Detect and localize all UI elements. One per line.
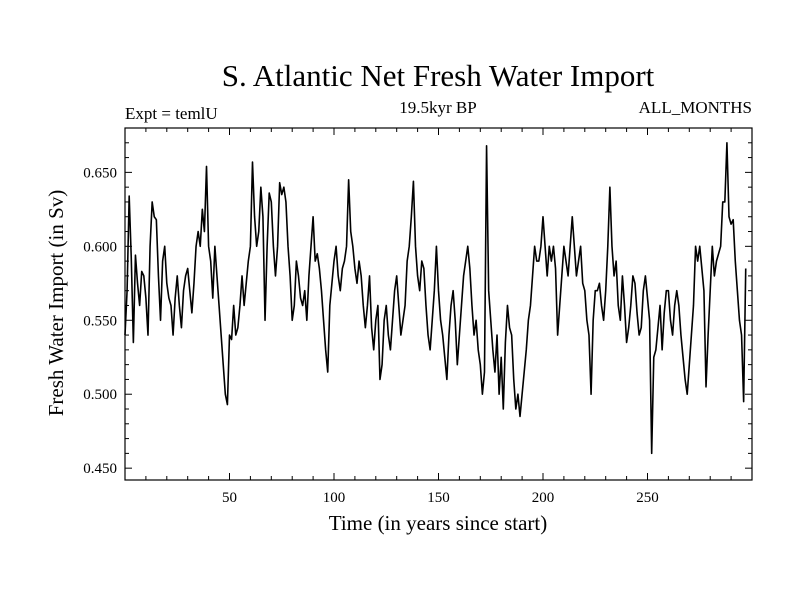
y-tick-label: 0.650 (83, 165, 117, 181)
y-tick-label: 0.550 (83, 313, 117, 329)
plot-area: 50 100 150 200 250 0.450 0.500 0.550 0.600 0.650 (83, 127, 753, 506)
x-axis-label: Time (in years since start) (329, 511, 548, 535)
months-label: ALL_MONTHS (639, 98, 752, 117)
x-tick-label: 150 (427, 490, 450, 506)
y-tick-label: 0.450 (83, 461, 117, 477)
x-tick-label: 250 (636, 490, 659, 506)
y-tick-label: 0.500 (83, 387, 117, 403)
y-axis-label: Fresh Water Import (in Sv) (44, 190, 68, 417)
chart-title: S. Atlantic Net Fresh Water Import (222, 58, 655, 93)
y-tick-label: 0.600 (83, 239, 117, 255)
x-tick-label: 100 (323, 490, 346, 506)
x-tick-label: 200 (532, 490, 555, 506)
x-tick-label: 50 (222, 490, 237, 506)
period-label: 19.5kyr BP (399, 98, 476, 117)
experiment-label: Expt = temlU (125, 104, 218, 123)
series-line (124, 141, 747, 455)
